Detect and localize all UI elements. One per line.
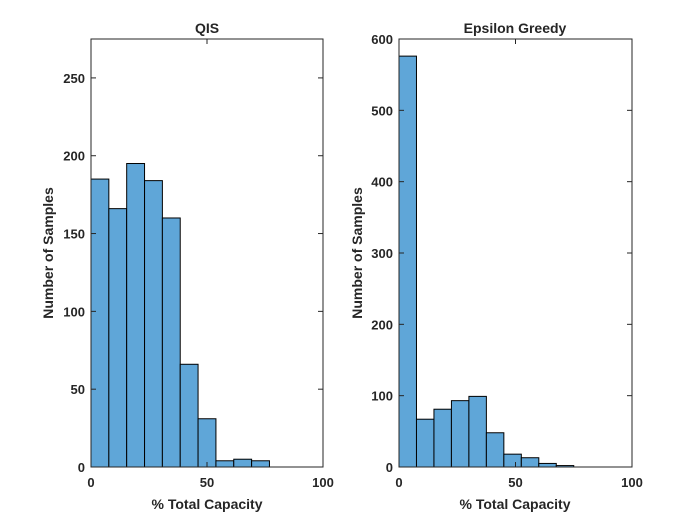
histogram-bar-epsilon-greedy-2 bbox=[415, 418, 435, 468]
x-axis-label-epsilon-greedy: % Total Capacity bbox=[460, 496, 571, 512]
x-ticks-epsilon-greedy: 0 50 100 bbox=[395, 39, 643, 490]
histogram-bar-qis-8 bbox=[215, 460, 235, 468]
y-tick-label-qis-250: 250 bbox=[63, 71, 85, 86]
bars-qis bbox=[90, 163, 270, 468]
histogram-bar-qis-5 bbox=[161, 217, 181, 468]
histogram-bar-epsilon-greedy-1 bbox=[398, 55, 417, 468]
y-tick-label-epsilon-greedy-100: 100 bbox=[371, 389, 393, 404]
y-tick-label-qis-100: 100 bbox=[63, 304, 85, 319]
y-tick-label-epsilon-greedy-200: 200 bbox=[371, 317, 393, 332]
chart-title-qis: QIS bbox=[195, 20, 219, 36]
y-tick-label-epsilon-greedy-400: 400 bbox=[371, 175, 393, 190]
histogram-bar-qis-9 bbox=[233, 458, 253, 468]
histogram-bar-epsilon-greedy-8 bbox=[520, 457, 540, 468]
x-tick-label-epsilon-greedy-0: 0 bbox=[395, 475, 402, 490]
histogram-bar-qis-6 bbox=[179, 363, 199, 468]
y-axis-label-qis: Number of Samples bbox=[40, 187, 56, 319]
histogram-bar-qis-1 bbox=[90, 178, 110, 468]
y-ticks-qis: 0 50 100 150 200 250 bbox=[63, 71, 323, 475]
x-tick-label-epsilon-greedy-50: 50 bbox=[508, 475, 522, 490]
x-tick-label-qis-0: 0 bbox=[87, 475, 94, 490]
x-ticks-qis: 0 50 100 bbox=[87, 39, 334, 490]
histogram-bar-qis-4 bbox=[144, 180, 163, 468]
y-tick-label-epsilon-greedy-600: 600 bbox=[371, 32, 393, 47]
histogram-bar-epsilon-greedy-7 bbox=[503, 453, 522, 468]
chart-qis: 0 50 100 0 50 100 150 200 250 QIS % Total Capac… bbox=[40, 20, 334, 512]
histogram-bar-qis-3 bbox=[126, 163, 146, 468]
y-tick-label-epsilon-greedy-0: 0 bbox=[386, 460, 393, 475]
y-tick-label-qis-50: 50 bbox=[71, 382, 85, 397]
y-tick-label-qis-0: 0 bbox=[78, 460, 85, 475]
histogram-bar-epsilon-greedy-4 bbox=[450, 400, 470, 468]
x-axis-label-qis: % Total Capacity bbox=[152, 496, 263, 512]
histogram-bar-epsilon-greedy-6 bbox=[485, 432, 505, 468]
histogram-bar-epsilon-greedy-3 bbox=[433, 408, 452, 468]
chart-title-epsilon-greedy: Epsilon Greedy bbox=[464, 20, 567, 36]
y-tick-label-qis-150: 150 bbox=[63, 227, 85, 242]
y-tick-label-qis-200: 200 bbox=[63, 149, 85, 164]
x-tick-label-qis-50: 50 bbox=[200, 475, 214, 490]
histogram-bar-epsilon-greedy-5 bbox=[468, 395, 487, 468]
chart-epsilon-greedy: 0 50 100 0 100 200 300 400 500 600 Epsilon Greed… bbox=[349, 20, 643, 512]
x-tick-label-epsilon-greedy-100: 100 bbox=[621, 475, 643, 490]
histogram-bar-qis-7 bbox=[197, 418, 217, 468]
y-ticks-epsilon-greedy: 0 100 200 300 400 500 600 bbox=[371, 32, 632, 475]
x-tick-label-qis-100: 100 bbox=[312, 475, 334, 490]
histogram-bar-qis-2 bbox=[108, 208, 128, 468]
y-tick-label-epsilon-greedy-500: 500 bbox=[371, 103, 393, 118]
y-tick-label-epsilon-greedy-300: 300 bbox=[371, 246, 393, 261]
histogram-bar-epsilon-greedy-9 bbox=[538, 462, 557, 468]
histogram-bar-qis-10 bbox=[251, 460, 270, 468]
y-axis-label-epsilon-greedy: Number of Samples bbox=[349, 187, 365, 319]
